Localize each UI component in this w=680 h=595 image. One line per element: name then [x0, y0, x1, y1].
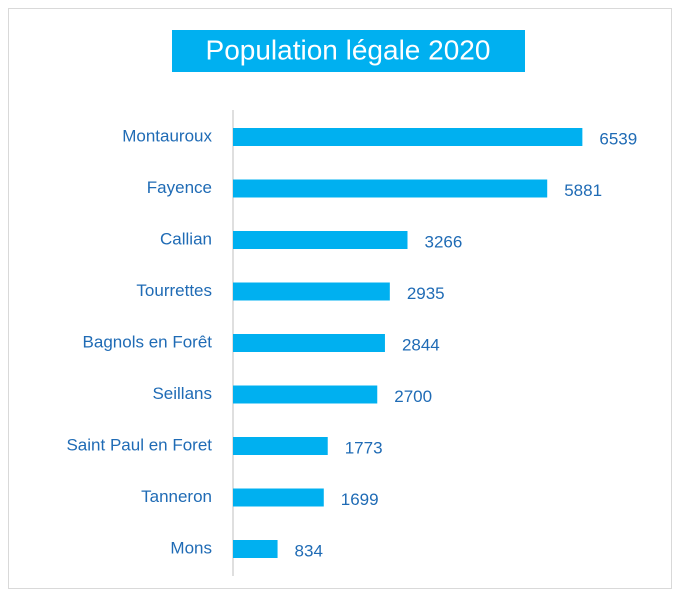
bar [233, 385, 378, 404]
data-label: 1699 [341, 490, 379, 509]
y-tick-label: Fayence [147, 178, 212, 197]
y-tick-label: Seillans [152, 384, 212, 403]
bar [233, 540, 278, 558]
data-label: 2700 [394, 387, 432, 406]
bar [233, 334, 385, 352]
data-label: 6539 [599, 129, 637, 148]
bar [233, 179, 548, 198]
data-label: 3266 [424, 232, 462, 251]
bar [233, 231, 408, 249]
y-tick-label: Montauroux [122, 126, 212, 145]
title-box [172, 30, 525, 72]
y-tick-label: Bagnols en Forêt [83, 332, 213, 351]
bar [233, 437, 328, 455]
bar [233, 282, 390, 301]
chart-title: Population légale 2020 [206, 34, 491, 65]
data-label: 1773 [345, 438, 383, 457]
y-tick-label: Mons [170, 538, 212, 557]
data-label: 2844 [402, 335, 440, 354]
data-label: 2935 [407, 284, 445, 303]
y-tick-label: Tourrettes [136, 281, 212, 300]
data-label: 834 [295, 541, 323, 560]
y-tick-label: Tanneron [141, 487, 212, 506]
data-label: 5881 [564, 181, 602, 200]
y-tick-label: Callian [160, 229, 212, 248]
bar [233, 488, 324, 507]
y-tick-label: Saint Paul en Foret [66, 435, 212, 454]
bar [233, 128, 583, 146]
